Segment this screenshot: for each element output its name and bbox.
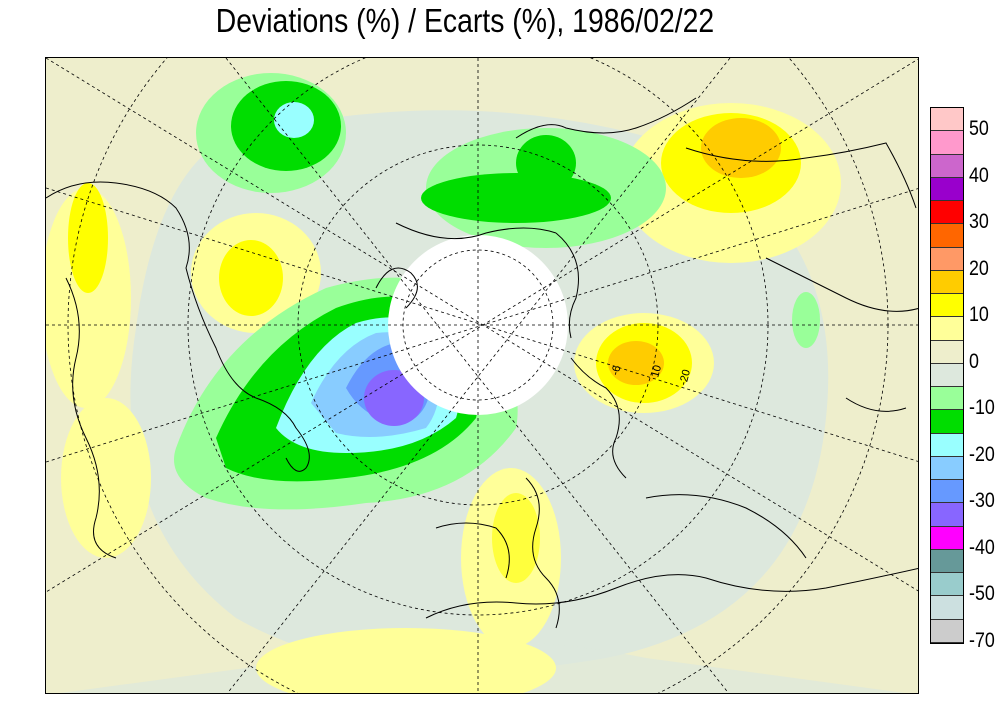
legend-label: 10 xyxy=(969,303,989,327)
legend-label: -50 xyxy=(969,582,995,606)
graticule xyxy=(46,58,918,693)
legend-swatch xyxy=(931,410,963,434)
positive-anomaly-northeast-core xyxy=(701,118,781,178)
legend-swatch xyxy=(931,201,963,225)
negative-anomaly-arctic-core xyxy=(421,173,611,223)
legend-swatch xyxy=(931,549,963,574)
legend-label: -70 xyxy=(969,629,995,652)
contour-label: -6 xyxy=(609,364,623,377)
legend-swatch xyxy=(931,387,963,411)
contour-label: -20 xyxy=(677,368,693,386)
legend-swatch xyxy=(931,619,963,643)
legend-swatch xyxy=(931,131,963,155)
legend-swatch xyxy=(931,596,963,620)
legend-label: 30 xyxy=(969,210,989,234)
legend-swatch xyxy=(931,526,963,550)
legend-label: 40 xyxy=(969,163,989,187)
positive-anomaly-east-core xyxy=(608,341,664,385)
positive-anomaly-south-core xyxy=(492,493,540,583)
map-title: Deviations (%) / Ecarts (%), 1986/02/22 xyxy=(215,2,715,39)
map-canvas: -6 10 -20 xyxy=(46,58,918,693)
legend-swatch xyxy=(931,480,963,504)
legend-swatch xyxy=(931,108,963,132)
positive-anomaly-west-core xyxy=(68,183,108,293)
legend-label: -20 xyxy=(969,442,995,466)
legend-swatch xyxy=(931,340,963,364)
color-legend xyxy=(930,107,964,644)
positive-anomaly-southwest xyxy=(61,398,151,558)
legend-label: -40 xyxy=(969,535,995,559)
positive-anomaly-west xyxy=(46,188,131,408)
negative-anomaly-main-core xyxy=(364,370,424,426)
legend-swatch xyxy=(931,317,963,341)
contour-label: 10 xyxy=(649,364,664,379)
negative-anomaly-north-core xyxy=(274,102,314,138)
legend-label: -30 xyxy=(969,489,995,513)
legend-label: 20 xyxy=(969,256,989,280)
legend-swatch xyxy=(931,294,963,318)
negative-anomaly-small-east xyxy=(792,292,820,348)
legend-label: 0 xyxy=(969,349,979,373)
legend-swatch xyxy=(931,573,963,597)
negative-anomaly-arctic-core2 xyxy=(516,135,576,191)
legend-swatch xyxy=(931,154,963,178)
positive-anomaly-greenland-core xyxy=(219,240,283,316)
polar-map: -6 10 -20 xyxy=(45,57,919,694)
legend-swatch xyxy=(931,247,963,271)
positive-anomaly-bottom xyxy=(256,628,556,693)
legend-swatch xyxy=(931,503,963,527)
legend-swatch xyxy=(931,363,963,388)
legend-swatch xyxy=(931,224,963,248)
legend-swatch xyxy=(931,177,963,202)
legend-label: 50 xyxy=(969,117,989,141)
coastlines xyxy=(46,97,918,629)
legend-swatch xyxy=(931,433,963,457)
legend-swatch xyxy=(931,456,963,481)
legend-label: -10 xyxy=(969,396,995,420)
legend-swatch xyxy=(931,270,963,295)
